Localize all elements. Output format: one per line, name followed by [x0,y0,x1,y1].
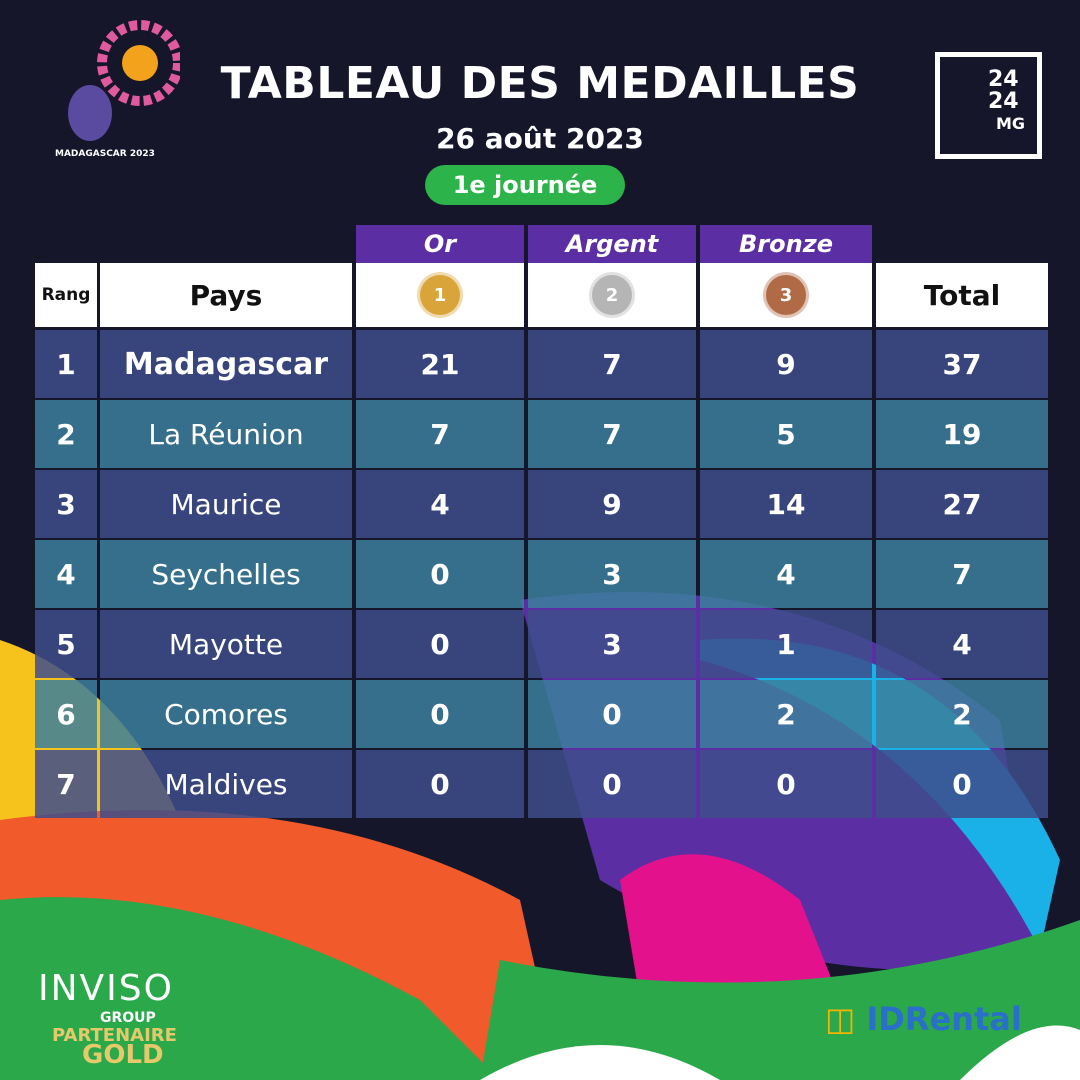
cell-total: 37 [876,330,1048,398]
group-label: GROUP [100,1010,156,1026]
idrental-logo: ◫ IDRental [825,1000,1022,1038]
day-badge: 1e journée [425,165,625,205]
page-title: TABLEAU DES MEDAILLES [220,58,860,109]
header-rank: Rang [35,263,97,327]
cell-country: La Réunion [100,400,352,468]
idrental-icon: ◫ [825,1000,867,1038]
cell-rank: 7 [35,750,97,818]
header-total: Total [876,263,1048,327]
cell-bronze: 4 [700,540,872,608]
cell-rank: 2 [35,400,97,468]
header-medal-1: 2 [528,263,696,327]
date-label: 26 août 2023 [436,122,644,155]
cell-gold: 0 [356,680,524,748]
cell-silver: 7 [528,330,696,398]
svg-text:MADAGASCAR 2023: MADAGASCAR 2023 [55,149,155,159]
cell-country: Mayotte [100,610,352,678]
cell-rank: 6 [35,680,97,748]
cell-country: Maurice [100,470,352,538]
cell-total: 27 [876,470,1048,538]
header-country: Pays [100,263,352,327]
cell-rank: 1 [35,330,97,398]
jioi-event-logo: MADAGASCAR 2023 [50,18,183,163]
logo-text: 24 [988,67,1019,92]
column-header-bronze: Bronze [700,225,872,263]
logo-text: 24 [988,89,1019,114]
cell-gold: 0 [356,540,524,608]
cell-gold: 4 [356,470,524,538]
cell-bronze: 5 [700,400,872,468]
cell-gold: 0 [356,610,524,678]
cell-bronze: 2 [700,680,872,748]
silver-medal-icon: 2 [589,272,635,318]
cell-rank: 4 [35,540,97,608]
cell-silver: 3 [528,610,696,678]
partner-label: PARTENAIRE [52,1025,177,1046]
cell-bronze: 9 [700,330,872,398]
cell-total: 2 [876,680,1048,748]
gold-medal-icon: 1 [417,272,463,318]
cell-rank: 5 [35,610,97,678]
cell-country: Seychelles [100,540,352,608]
cell-country: Madagascar [100,330,352,398]
gold-label: GOLD [82,1040,164,1070]
logo-text: MG [996,114,1026,133]
24-24-mg-logo: 24 24 MG [935,52,1042,159]
cell-gold: 7 [356,400,524,468]
cell-total: 19 [876,400,1048,468]
cell-bronze: 1 [700,610,872,678]
cell-bronze: 0 [700,750,872,818]
bronze-medal-icon: 3 [763,272,809,318]
cell-silver: 0 [528,680,696,748]
inviso-logo: INVISO [38,968,174,1009]
cell-rank: 3 [35,470,97,538]
cell-silver: 0 [528,750,696,818]
cell-total: 0 [876,750,1048,818]
idrental-text: IDRental [866,1000,1022,1038]
cell-bronze: 14 [700,470,872,538]
cell-country: Comores [100,680,352,748]
cell-gold: 0 [356,750,524,818]
cell-silver: 7 [528,400,696,468]
cell-gold: 21 [356,330,524,398]
cell-silver: 3 [528,540,696,608]
column-header-silver: Argent [528,225,696,263]
cell-country: Maldives [100,750,352,818]
cell-silver: 9 [528,470,696,538]
cell-total: 7 [876,540,1048,608]
cell-total: 4 [876,610,1048,678]
header-medal-2: 3 [700,263,872,327]
header-medal-0: 1 [356,263,524,327]
column-header-gold: Or [356,225,524,263]
